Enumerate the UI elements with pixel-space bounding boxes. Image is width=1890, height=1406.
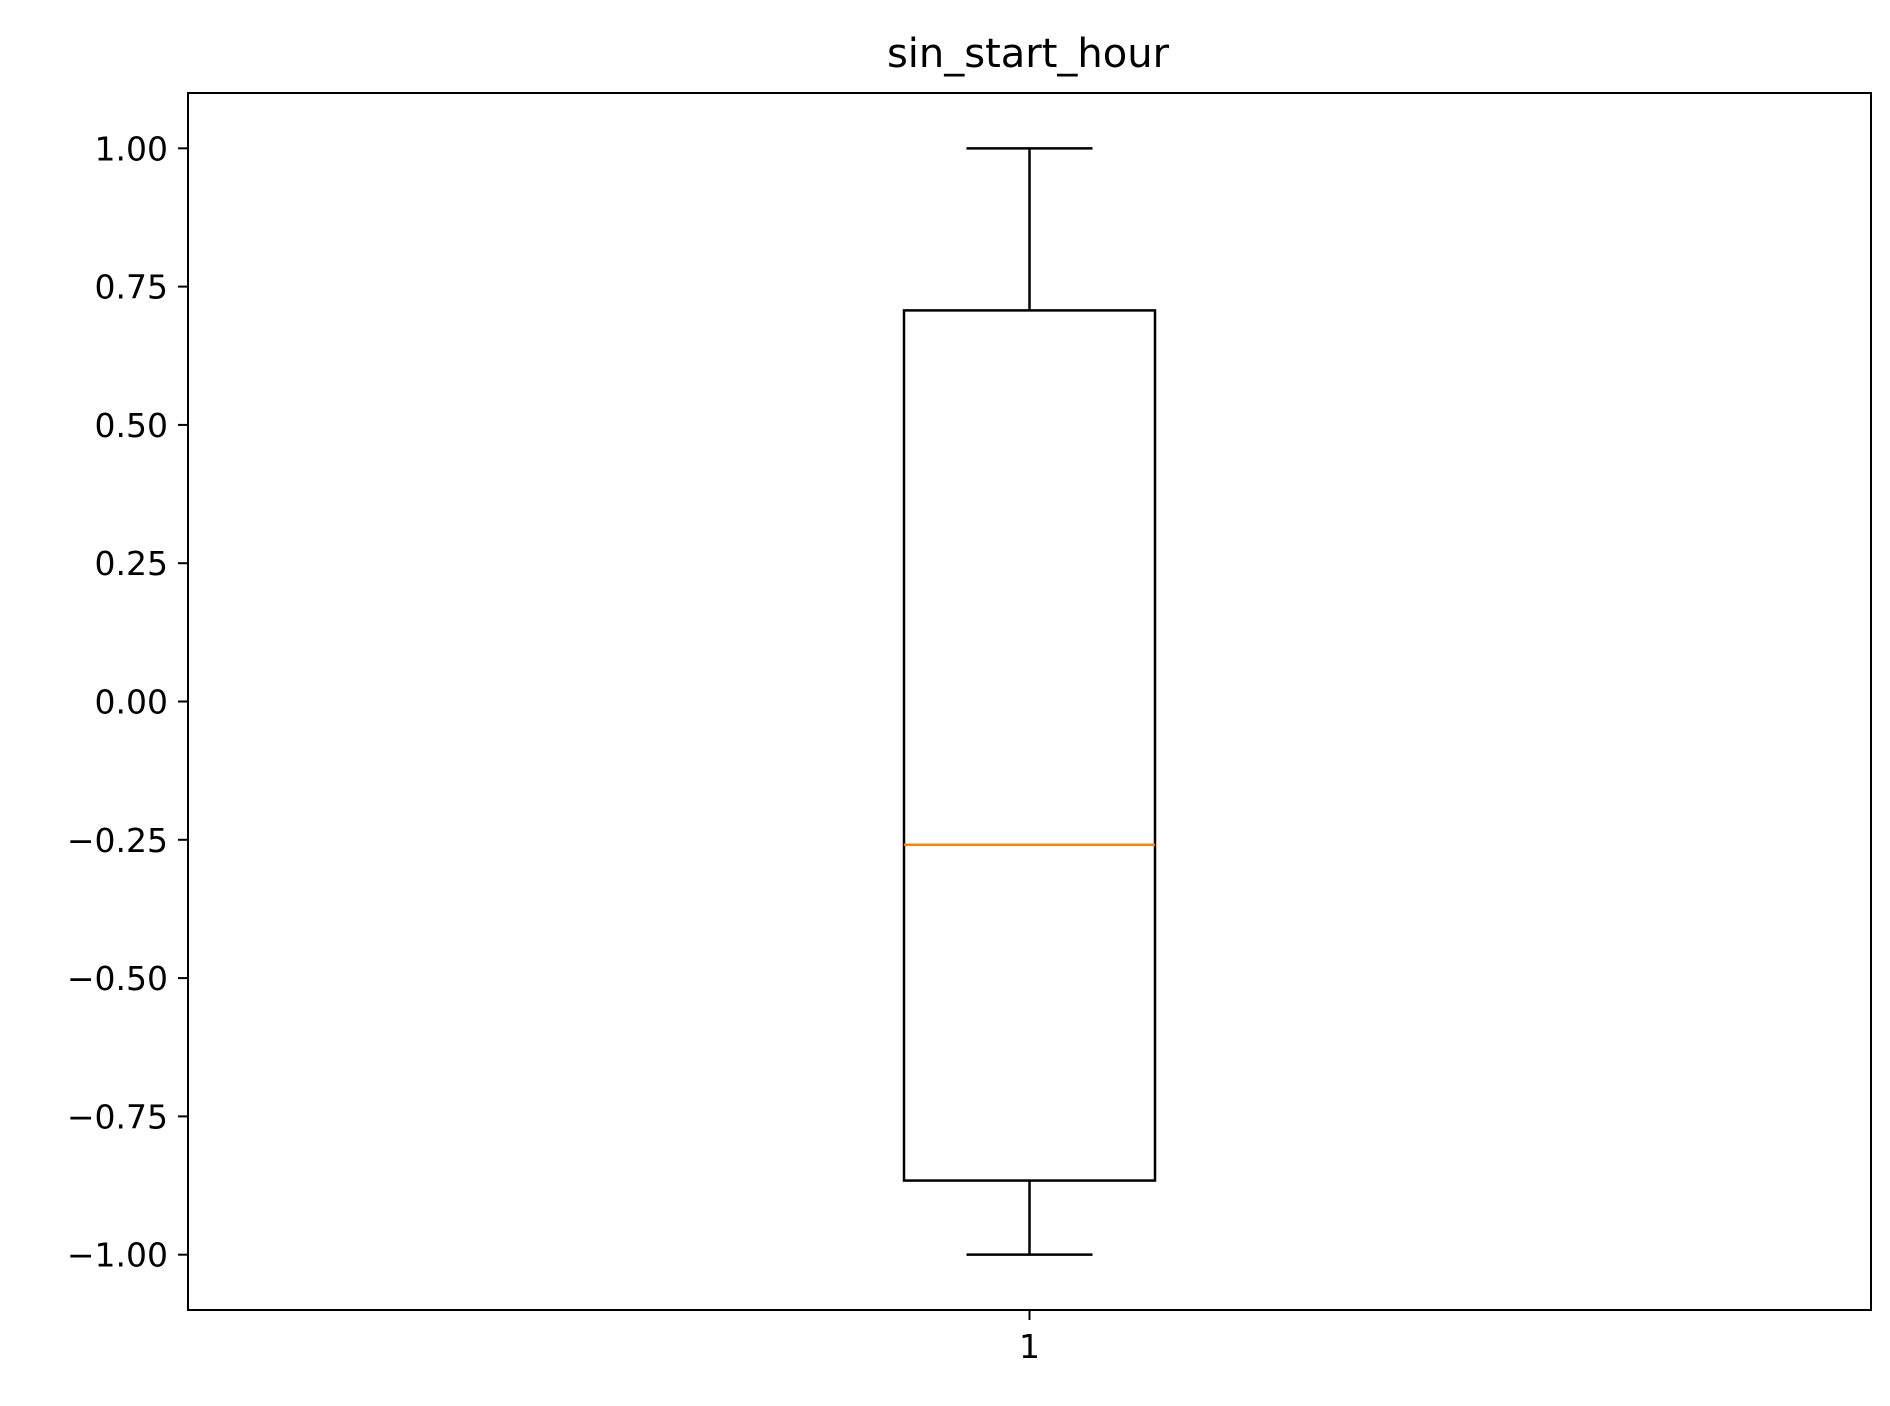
y-axis: 1.00 0.75 0.50 0.25 0.00 −0.25 −0.50 −0.75 −1.00 <box>67 129 188 1275</box>
y-tick-label: 0.00 <box>95 683 168 722</box>
y-tick-label: −1.00 <box>67 1236 168 1275</box>
iqr-box <box>902 309 1157 1182</box>
x-tick-label: 1 <box>1019 1327 1040 1366</box>
y-tick-label: 0.50 <box>95 406 168 445</box>
y-tick-label: −0.50 <box>67 959 168 998</box>
y-tick-label: 1.00 <box>95 129 168 168</box>
box-series <box>902 147 1157 1256</box>
chart-title: sin_start_hour <box>887 31 1170 77</box>
y-tick-label: −0.75 <box>67 1097 168 1136</box>
y-tick-label: 0.25 <box>95 544 168 583</box>
x-axis: 1 <box>1019 1310 1040 1366</box>
y-tick-label: 0.75 <box>95 268 168 307</box>
y-tick-label: −0.25 <box>67 821 168 860</box>
